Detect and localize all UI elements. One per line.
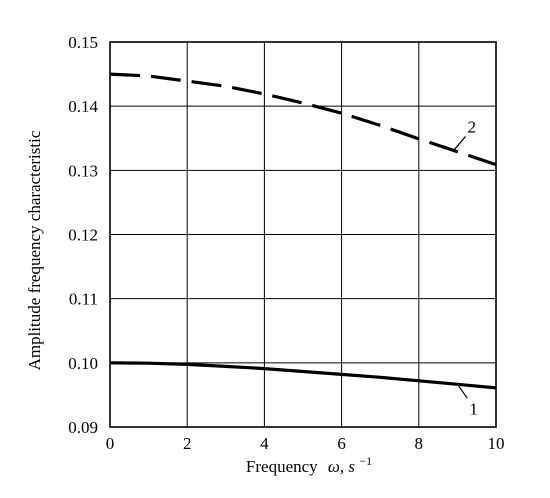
y-tick-label: 0.11 [69,290,98,309]
plot-frame [109,41,497,428]
x-tick-label: 6 [337,434,346,453]
series-layer: 12 [109,72,497,418]
x-tick-label: 8 [415,434,424,453]
x-axis-title-symbol: ω, s [328,457,356,476]
x-tick-label: 10 [488,434,505,453]
curve-label-1: 1 [469,399,478,418]
y-axis-title: Amplitude frequency characteristic [25,130,44,370]
y-tick-labels: 0.09 0.10 0.11 0.12 0.13 0.14 0.15 [68,33,98,437]
x-tick-label: 0 [106,434,115,453]
x-axis-title-text: Frequency [246,457,318,476]
x-axis-title-superscript: −1 [359,454,372,468]
series-line-2 [109,72,497,167]
x-axis-title: Frequency ω, s −1 [246,454,372,476]
y-tick-label: 0.13 [68,161,98,180]
x-tick-label: 2 [183,434,192,453]
curve-label-leader-1 [456,383,468,399]
y-tick-label: 0.09 [68,418,98,437]
curve-label-2: 2 [468,117,477,136]
x-tick-labels: 0 2 4 6 8 10 [106,434,505,453]
y-tick-label: 0.15 [68,33,98,52]
y-tick-label: 0.10 [68,354,98,373]
curve-label-leader-2 [453,136,466,151]
grid-lines [110,42,496,427]
x-tick-label: 4 [260,434,269,453]
series-line-1 [109,361,497,390]
y-tick-label: 0.14 [68,97,98,116]
y-tick-label: 0.12 [68,226,98,245]
